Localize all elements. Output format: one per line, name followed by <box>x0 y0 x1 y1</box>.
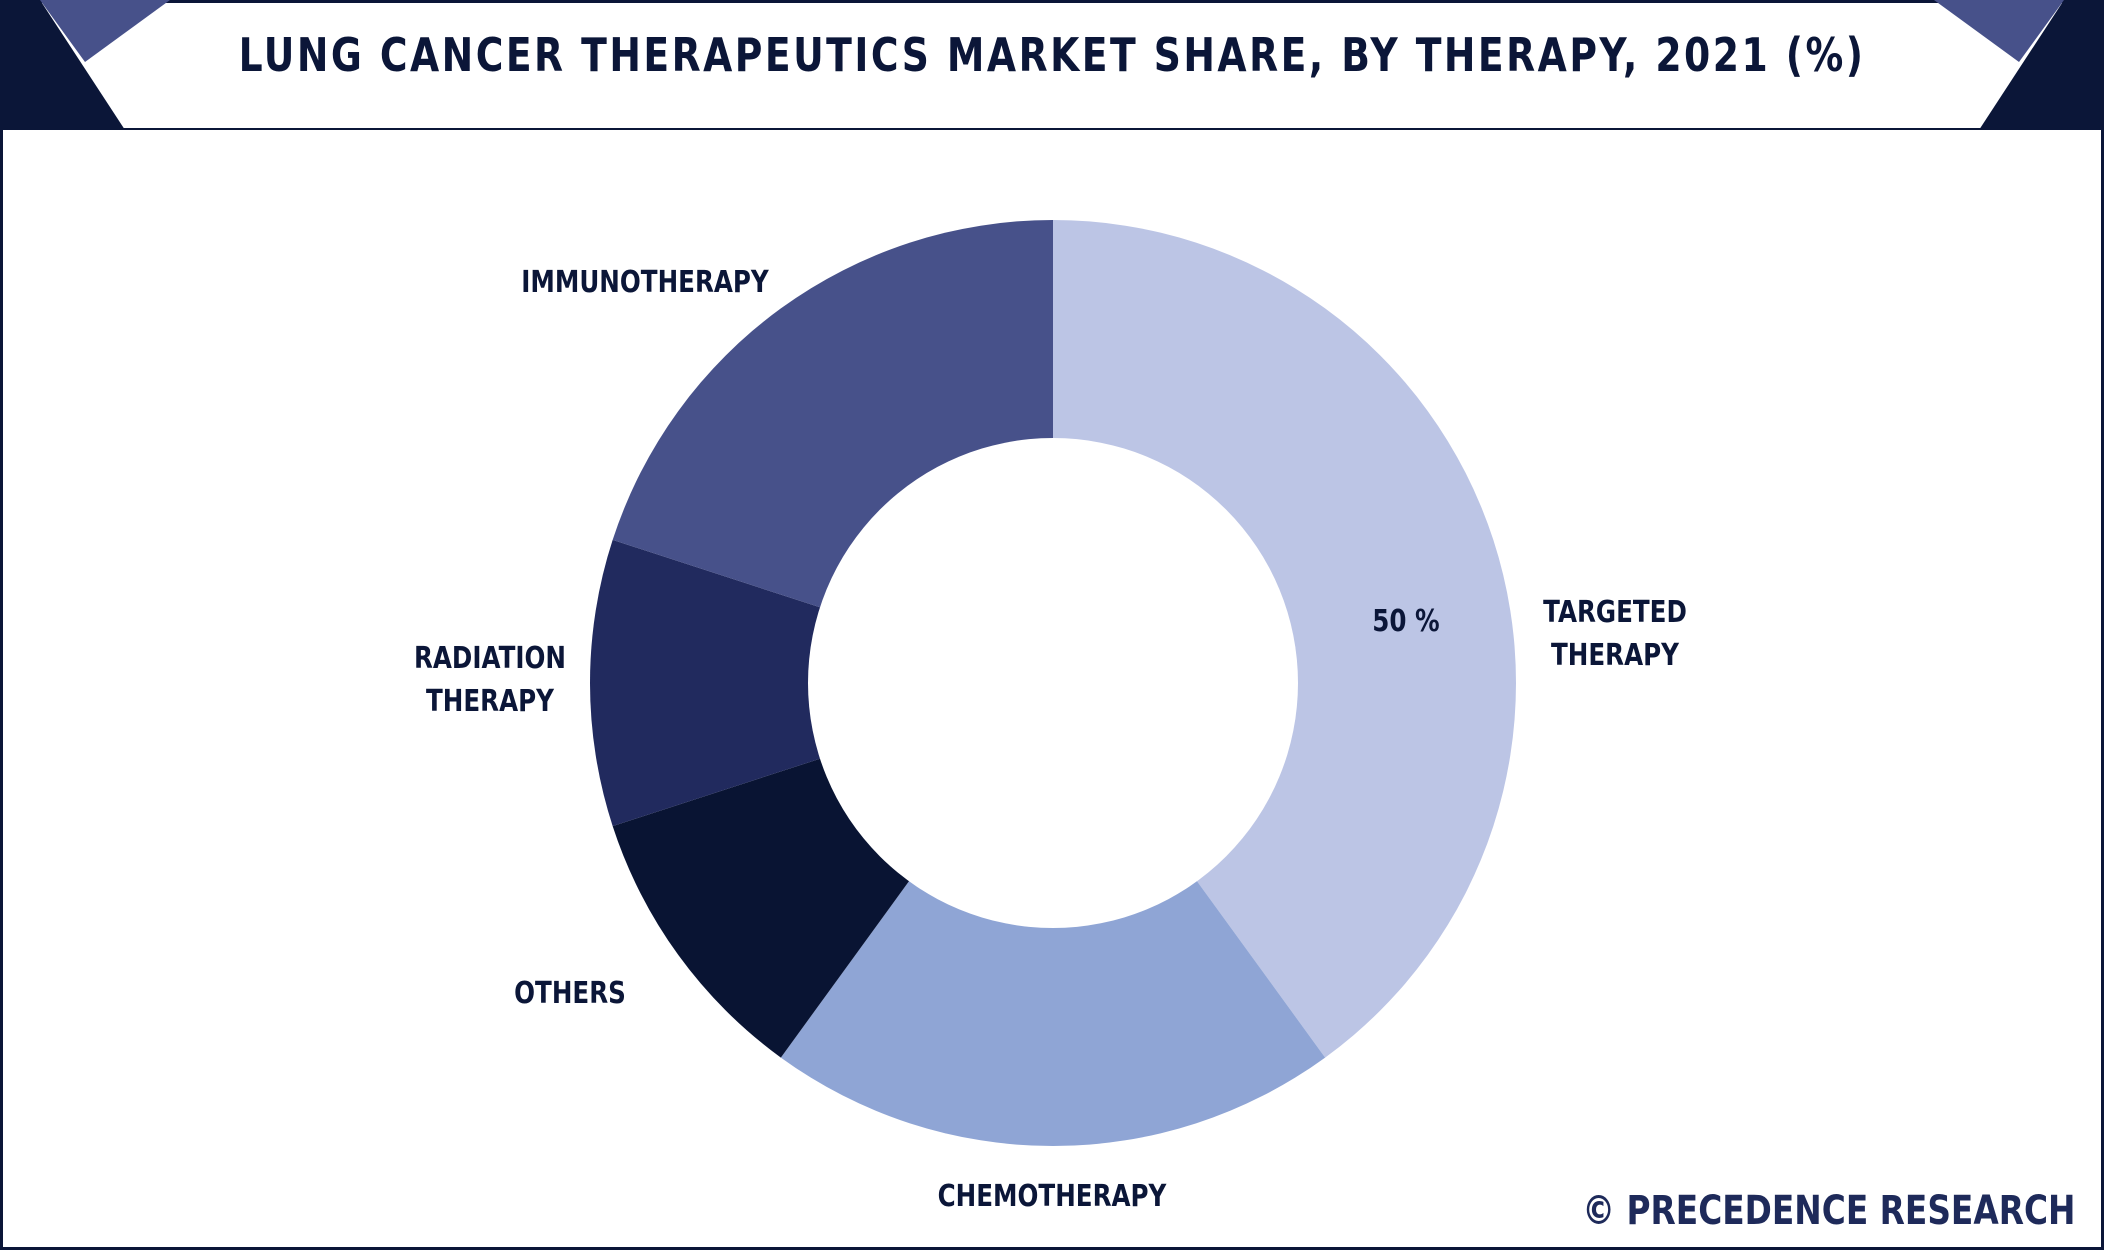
header-right-accent-corner <box>1934 0 2064 62</box>
page-title: LUNG CANCER THERAPEUTICS MARKET SHARE, B… <box>238 28 1866 82</box>
header-left-accent-corner <box>40 0 170 62</box>
header-left-dark-corner <box>0 0 125 130</box>
data-label-targeted-therapy: 50 % <box>1372 605 1439 639</box>
header-banner: LUNG CANCER THERAPEUTICS MARKET SHARE, B… <box>0 0 2104 130</box>
slice-label-others: OTHERS <box>514 977 626 1011</box>
slice-labels: TARGETED THERAPY 50 % CHEMOTHERAPY OTHERS RAD… <box>414 266 1687 1214</box>
brand-watermark: © PRECEDENCE RESEARCH <box>1582 1188 2076 1234</box>
header-right-dark-corner <box>1979 0 2104 130</box>
slice-label-chemotherapy: CHEMOTHERAPY <box>938 1180 1168 1214</box>
slice-label-radiation-therapy: RADIATION THERAPY <box>414 642 566 719</box>
slice-label-immunotherapy: IMMUNOTHERAPY <box>521 266 770 300</box>
donut-hole <box>808 438 1298 928</box>
slice-label-targeted-therapy: TARGETED THERAPY <box>1543 596 1687 673</box>
